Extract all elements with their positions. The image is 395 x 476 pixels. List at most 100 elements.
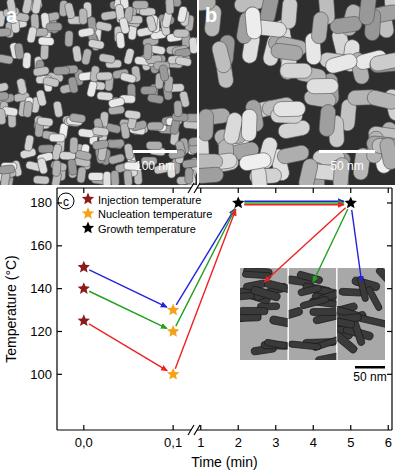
particle (173, 29, 189, 37)
y-tick-label: 140 (30, 281, 52, 296)
scale-bar (319, 150, 375, 153)
x-tick (173, 425, 174, 430)
x-axis-line (57, 429, 191, 430)
route-arrow (89, 324, 167, 371)
particle (21, 0, 32, 14)
scale-bar (133, 150, 177, 153)
particle (366, 89, 395, 111)
x-tick (350, 188, 351, 193)
x-tick-label: 1 (197, 435, 204, 450)
particle (280, 63, 312, 78)
data-point (345, 196, 357, 208)
particle (97, 92, 114, 101)
x-axis-line (197, 429, 392, 430)
panel-label-circle (58, 193, 74, 209)
y-tick (57, 331, 62, 332)
tem-image (289, 268, 337, 360)
particle (0, 108, 6, 125)
particle (185, 168, 196, 185)
axis-break (194, 183, 200, 193)
particle (68, 76, 79, 93)
particle (199, 109, 214, 141)
x-tick (313, 188, 314, 193)
scale-bar-label: 50 nm (353, 370, 386, 384)
panel-label: a (6, 4, 18, 26)
y-tick (57, 288, 62, 289)
particle (81, 48, 92, 65)
legend: Injection temperatureNucleation temperat… (82, 193, 213, 235)
particle (146, 141, 162, 149)
x-tick-label: 2 (235, 435, 242, 450)
particle (65, 31, 74, 47)
y-axis-label: Temperature (°C) (3, 255, 19, 363)
x-axis-label: Time (min) (191, 454, 257, 470)
x-tick (200, 425, 201, 430)
nanorod (264, 279, 288, 294)
particle (199, 167, 224, 184)
particle (100, 10, 117, 20)
x-tick (275, 425, 276, 430)
nanorod (300, 296, 330, 310)
particle (116, 32, 126, 49)
particle (185, 168, 193, 184)
particle (241, 109, 257, 142)
y-tick-label: 180 (30, 195, 52, 210)
particle (33, 66, 50, 76)
particle (92, 139, 109, 150)
particle (76, 166, 86, 183)
nanorod (264, 339, 287, 349)
particle (69, 113, 86, 123)
particle (0, 28, 11, 37)
legend-marker (82, 193, 94, 205)
particle (188, 136, 197, 147)
particle (92, 126, 109, 136)
y-tick (387, 202, 392, 203)
particle (210, 40, 232, 75)
route-arrow (313, 209, 348, 282)
data-point (78, 261, 90, 273)
particle (16, 78, 28, 95)
y-tick-label: 120 (30, 324, 52, 339)
sem-background (199, 0, 395, 185)
x-tick (173, 188, 174, 193)
x-tick-label: 3 (272, 435, 279, 450)
route-arrow (244, 204, 344, 205)
x-tick (238, 188, 239, 193)
particle (123, 170, 132, 185)
particle (199, 154, 223, 169)
route-arrow (89, 270, 167, 307)
figure: a100 nmb50 nm1001201401601800,00,1123456… (0, 0, 395, 476)
y-tick (57, 374, 62, 375)
particle (75, 150, 92, 161)
particle (119, 17, 131, 34)
particle (96, 72, 112, 81)
particle (306, 78, 338, 94)
particle (297, 157, 319, 185)
particle (244, 6, 262, 39)
particle (108, 139, 125, 149)
particle (358, 0, 377, 26)
frame-top (197, 187, 392, 188)
x-tick-label: 4 (310, 435, 317, 450)
y-tick (387, 331, 392, 332)
nanorod (242, 271, 271, 279)
x-tick-label: 5 (347, 435, 354, 450)
nanorod (375, 268, 385, 288)
particle (33, 175, 49, 184)
nanorod (297, 284, 321, 296)
particle (319, 104, 337, 137)
axis-break (188, 425, 194, 435)
nanorod (315, 352, 337, 360)
particle (52, 160, 61, 177)
particle (108, 153, 126, 165)
y-tick-label: 100 (30, 367, 52, 382)
particle (175, 56, 192, 67)
x-tick (238, 425, 239, 430)
particle (119, 72, 137, 84)
frame-right (391, 188, 392, 430)
nanorod (289, 341, 321, 350)
particle (238, 152, 272, 172)
particle (64, 2, 76, 19)
data-point (167, 304, 179, 316)
particle (14, 43, 24, 60)
